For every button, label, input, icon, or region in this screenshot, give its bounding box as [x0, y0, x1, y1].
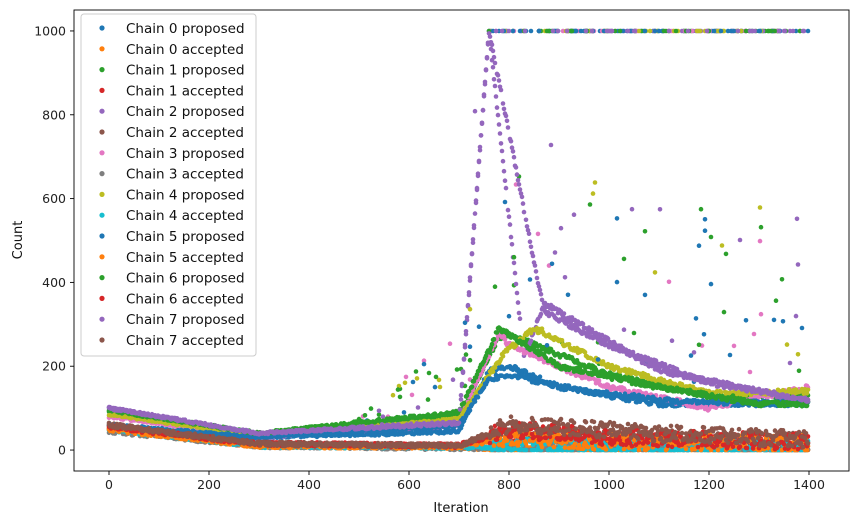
data-point [500, 158, 506, 164]
data-point [516, 310, 522, 316]
data-point [696, 243, 702, 248]
data-point [737, 237, 743, 243]
data-point [546, 350, 552, 355]
data-point [492, 83, 498, 89]
data-point [498, 141, 504, 146]
data-point [502, 337, 508, 342]
data-point [731, 343, 737, 349]
data-point [409, 392, 415, 398]
data-point [493, 94, 499, 99]
data-point [477, 147, 483, 153]
data-point [528, 28, 534, 34]
data-point [698, 206, 704, 212]
data-point [642, 292, 648, 298]
data-point [790, 28, 796, 34]
data-point [514, 290, 520, 296]
data-point [502, 178, 508, 183]
data-point [605, 336, 611, 341]
data-point [580, 321, 586, 327]
points-layer [106, 28, 811, 453]
data-point [562, 275, 568, 280]
data-point [751, 331, 757, 337]
data-point [631, 330, 637, 336]
data-point [376, 408, 382, 414]
data-point [552, 250, 558, 255]
data-point [495, 112, 501, 118]
data-point [642, 229, 648, 234]
data-point [517, 316, 523, 322]
data-point [538, 311, 544, 317]
data-point [537, 374, 543, 380]
data-point [454, 367, 460, 372]
data-point [596, 378, 602, 384]
data-point [614, 279, 620, 285]
data-point [723, 251, 729, 257]
data-point [506, 214, 512, 219]
data-point [463, 352, 469, 357]
data-point [426, 370, 432, 376]
data-point [727, 352, 733, 358]
data-point [491, 77, 497, 82]
data-point [571, 212, 577, 217]
data-point [508, 234, 514, 240]
data-point [758, 224, 764, 230]
data-point [757, 238, 763, 244]
data-point [702, 217, 708, 222]
data-point [535, 231, 541, 237]
data-point [513, 281, 519, 287]
data-point [458, 397, 464, 402]
data-point [515, 300, 521, 305]
data-point [773, 298, 779, 304]
data-point [701, 332, 707, 337]
data-point [511, 260, 517, 266]
data-point [589, 327, 595, 332]
data-point [497, 131, 503, 136]
data-point [501, 168, 507, 174]
data-point [447, 341, 453, 347]
data-point [499, 148, 505, 154]
data-point [470, 240, 476, 245]
data-point [496, 122, 502, 127]
data-point [528, 338, 534, 344]
data-point [472, 108, 478, 114]
data-point [780, 319, 786, 324]
data-point [494, 105, 500, 110]
data-point [376, 412, 382, 417]
data-point [708, 234, 714, 240]
data-point [490, 65, 496, 70]
data-point [758, 311, 764, 317]
data-point [401, 410, 407, 415]
data-point [425, 397, 431, 402]
data-point [502, 199, 508, 205]
data-point [507, 222, 513, 227]
data-point [509, 242, 515, 247]
data-point [799, 325, 805, 331]
data-point [505, 207, 511, 213]
data-point [403, 374, 409, 380]
data-point [503, 185, 509, 191]
data-point [561, 311, 567, 316]
data-point [380, 414, 386, 420]
data-point [666, 279, 672, 285]
data-point [512, 270, 518, 276]
data-point [747, 369, 753, 375]
